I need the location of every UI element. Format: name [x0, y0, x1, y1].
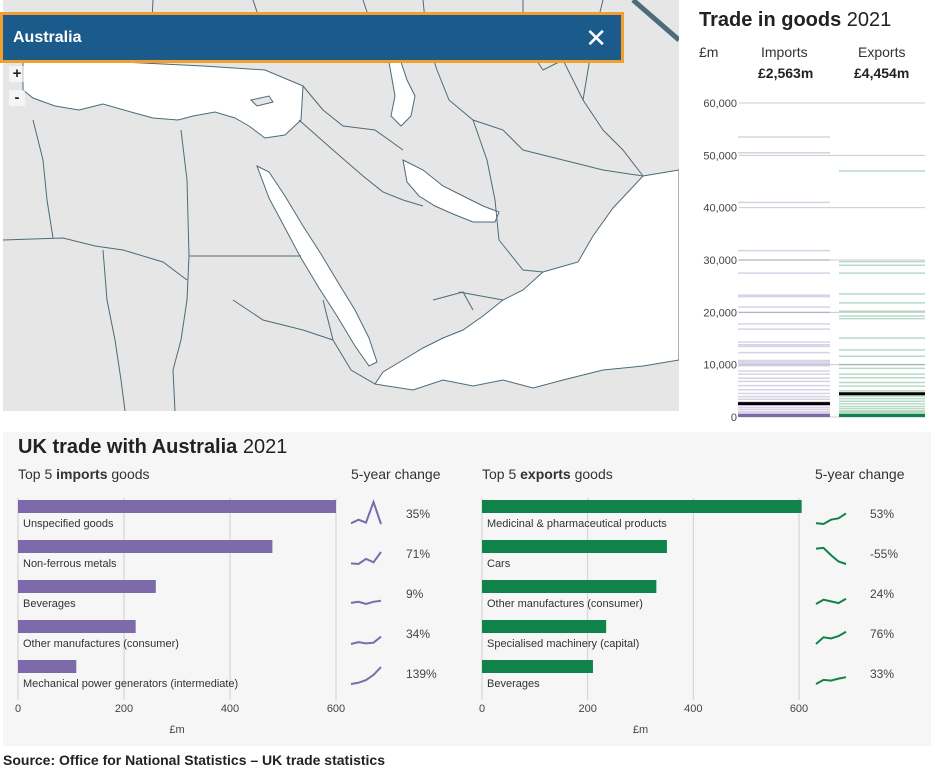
five-year-change-value: 33% — [870, 667, 894, 681]
bar-axis-label: £m — [169, 724, 184, 736]
exports-heading-bold: exports — [520, 466, 571, 482]
trade-title-year: 2021 — [841, 9, 892, 31]
trade-in-goods-panel: Trade in goods 2021 £m Imports Exports £… — [679, 0, 931, 430]
mediterranean-sea — [22, 61, 304, 139]
exports-change-heading: 5-year change — [815, 466, 905, 482]
bar-tick-label: 0 — [479, 703, 485, 715]
exports-heading-pre: Top 5 — [482, 466, 521, 482]
bar — [18, 580, 156, 593]
strip-tick-label: 0 — [731, 412, 737, 424]
five-year-change-value: 9% — [406, 587, 424, 601]
five-year-change-value: 76% — [870, 627, 894, 641]
uk-trade-title-bold: UK trade with Australia — [18, 436, 238, 458]
bar-category-label: Specialised machinery (capital) — [487, 638, 639, 650]
bar-tick-label: 600 — [790, 703, 808, 715]
strip-tick-label: 10,000 — [703, 360, 737, 372]
trade-in-goods-title: Trade in goods 2021 — [699, 9, 891, 32]
bar-axis-label: £m — [633, 724, 648, 736]
five-year-sparkline — [815, 676, 847, 685]
bar-category-label: Other manufactures (consumer) — [23, 638, 179, 650]
bar — [482, 660, 593, 673]
bar — [482, 620, 607, 633]
caspian-sea — [388, 61, 416, 127]
bar — [18, 540, 273, 553]
uk-trade-title-year: 2021 — [237, 436, 288, 458]
trade-unit-label: £m — [699, 44, 719, 60]
exports-total: £4,454m — [854, 65, 910, 81]
bar-category-label: Other manufactures (consumer) — [487, 598, 643, 610]
imports-change-heading: 5-year change — [351, 466, 441, 482]
top5-bar-charts: 0 200 400 600 £m Unspecified goods 35% Non-ferr… — [15, 498, 898, 736]
strip-tick-label: 60,000 — [703, 98, 737, 110]
country-name: Australia — [13, 28, 82, 46]
bar — [18, 660, 77, 673]
strip-base-band — [738, 413, 830, 417]
persian-gulf — [402, 159, 500, 223]
uk-trade-title: UK trade with Australia 2021 — [18, 436, 287, 459]
imports-heading-post: goods — [107, 466, 150, 482]
imports-heading-pre: Top 5 — [18, 466, 57, 482]
five-year-sparkline — [350, 635, 382, 645]
uk-trade-section: UK trade with Australia 2021 Top 5 impor… — [3, 432, 931, 746]
imports-heading-bold: imports — [56, 466, 108, 482]
imports-column-label: Imports — [761, 44, 808, 60]
five-year-change-value: 35% — [406, 507, 430, 521]
cyprus — [250, 95, 274, 107]
five-year-change-value: -55% — [870, 547, 898, 561]
coastline-ne — [631, 0, 679, 42]
five-year-sparkline — [350, 551, 382, 566]
red-sea — [256, 164, 378, 367]
strip-tick-label: 20,000 — [703, 307, 737, 319]
five-year-sparkline — [350, 666, 382, 685]
bar-category-label: Unspecified goods — [23, 518, 114, 530]
five-year-change-value: 53% — [870, 507, 894, 521]
trade-strip-chart: 0 10,000 20,000 30,000 40,000 50,000 60,000 — [703, 98, 925, 424]
five-year-sparkline — [815, 546, 847, 565]
map-svg — [3, 0, 679, 411]
five-year-sparkline — [815, 512, 847, 526]
bar-tick-label: 0 — [15, 703, 21, 715]
bar-category-label: Non-ferrous metals — [23, 558, 117, 570]
country-banner: Australia ✕ — [0, 12, 624, 63]
bar — [482, 580, 657, 593]
strip-tick-label: 30,000 — [703, 255, 737, 267]
trade-title-bold: Trade in goods — [699, 9, 842, 31]
exports-heading-post: goods — [570, 466, 613, 482]
bar-category-label: Mechanical power generators (intermediat… — [23, 678, 238, 690]
exports-section-heading: Top 5 exports goods — [482, 466, 613, 482]
bar-category-label: Beverages — [23, 598, 76, 610]
five-year-change-value: 34% — [406, 627, 430, 641]
five-year-sparkline — [815, 630, 847, 645]
bar-tick-label: 400 — [684, 703, 702, 715]
five-year-change-value: 139% — [406, 667, 437, 681]
bar — [482, 540, 667, 553]
bar-tick-label: 200 — [578, 703, 596, 715]
bar-tick-label: 600 — [327, 703, 345, 715]
exports-column-label: Exports — [858, 44, 906, 60]
five-year-change-value: 71% — [406, 547, 430, 561]
arabian-sea — [374, 169, 679, 391]
bar-tick-label: 200 — [115, 703, 133, 715]
five-year-change-value: 24% — [870, 587, 894, 601]
bar-tick-label: 400 — [221, 703, 239, 715]
bar — [18, 500, 336, 513]
bar — [482, 500, 802, 513]
source-note: Source: Office for National Statistics –… — [3, 752, 385, 768]
bar — [18, 620, 136, 633]
zoom-in-button[interactable]: + — [9, 66, 25, 82]
five-year-sparkline — [350, 498, 382, 525]
imports-total: £2,563m — [758, 65, 814, 81]
strip-tick-label: 50,000 — [703, 150, 737, 162]
imports-section-heading: Top 5 imports goods — [18, 466, 150, 482]
strip-tick-label: 40,000 — [703, 203, 737, 215]
bar-category-label: Cars — [487, 558, 511, 570]
bar-category-label: Medicinal & pharmaceutical products — [487, 518, 667, 530]
map[interactable]: + - — [3, 0, 679, 411]
bar-category-label: Beverages — [487, 678, 540, 690]
strip-base-band — [839, 413, 925, 417]
close-icon[interactable]: ✕ — [585, 22, 607, 53]
zoom-out-button[interactable]: - — [9, 90, 25, 106]
five-year-sparkline — [815, 597, 847, 605]
five-year-sparkline — [350, 599, 382, 606]
